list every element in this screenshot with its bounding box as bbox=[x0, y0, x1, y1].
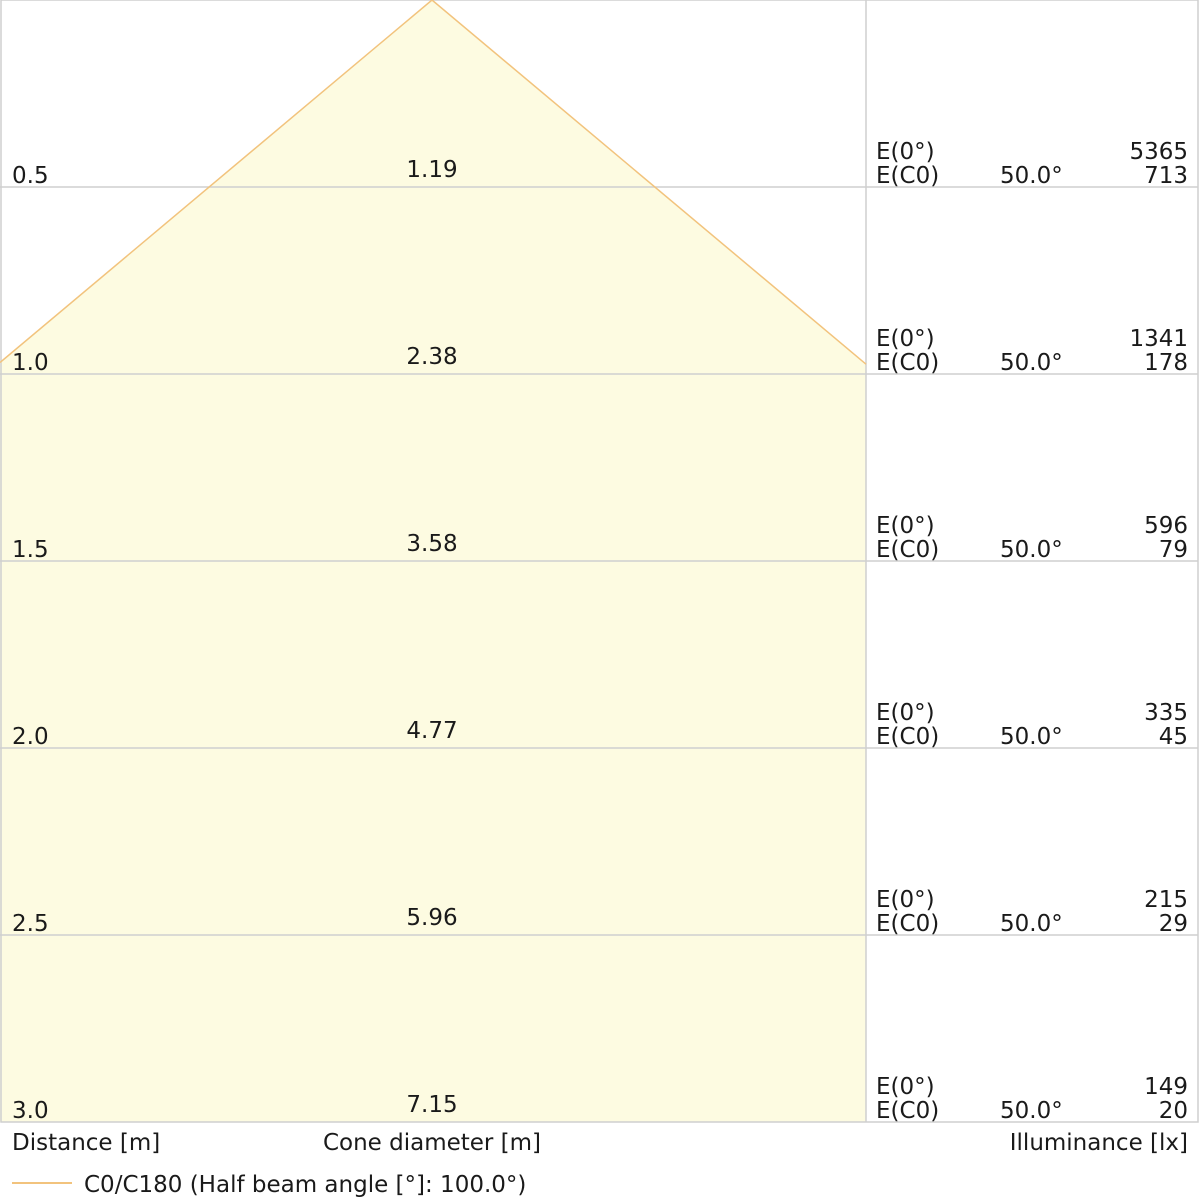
e0-label: E(0°) bbox=[876, 513, 935, 539]
e0-label: E(0°) bbox=[876, 326, 935, 352]
e0-value: 215 bbox=[1144, 887, 1188, 913]
e0-value: 596 bbox=[1144, 513, 1188, 539]
ec0-value: 29 bbox=[1159, 911, 1188, 937]
distance-axis-title: Distance [m] bbox=[12, 1130, 160, 1156]
ec0-value: 178 bbox=[1144, 350, 1188, 376]
ec0-label: E(C0) bbox=[876, 537, 939, 563]
cone-line-layer bbox=[0, 0, 867, 365]
e0-label: E(0°) bbox=[876, 139, 935, 165]
cone-diameter-label: 1.19 bbox=[406, 157, 457, 183]
angle-label: 50.0° bbox=[1000, 350, 1063, 376]
e0-value: 149 bbox=[1144, 1074, 1188, 1100]
angle-label: 50.0° bbox=[1000, 163, 1063, 189]
e0-value: 5365 bbox=[1129, 139, 1188, 165]
e0-label: E(0°) bbox=[876, 1074, 935, 1100]
angle-label: 50.0° bbox=[1000, 724, 1063, 750]
distance-label: 2.5 bbox=[12, 911, 49, 937]
ec0-label: E(C0) bbox=[876, 350, 939, 376]
ec0-value: 79 bbox=[1159, 537, 1188, 563]
cone-diameter-label: 2.38 bbox=[406, 344, 457, 370]
distance-label: 3.0 bbox=[12, 1098, 49, 1124]
cone-edge-right bbox=[431, 0, 867, 365]
angle-label: 50.0° bbox=[1000, 1098, 1063, 1124]
angle-label: 50.0° bbox=[1000, 537, 1063, 563]
e0-label: E(0°) bbox=[876, 700, 935, 726]
angle-label: 50.0° bbox=[1000, 911, 1063, 937]
cone-diameter-axis-title: Cone diameter [m] bbox=[323, 1130, 541, 1156]
illuminance-axis-title: Illuminance [lx] bbox=[1010, 1130, 1188, 1156]
cone-diameter-label: 4.77 bbox=[406, 718, 457, 744]
e0-value: 1341 bbox=[1129, 326, 1188, 352]
cone-edge-left bbox=[0, 0, 433, 364]
cone-diameter-label: 5.96 bbox=[406, 905, 457, 931]
distance-label: 1.0 bbox=[12, 350, 49, 376]
ec0-value: 713 bbox=[1144, 163, 1188, 189]
ec0-label: E(C0) bbox=[876, 911, 939, 937]
ec0-value: 45 bbox=[1159, 724, 1188, 750]
grid-layer bbox=[0, 0, 1199, 1123]
cone-diameter-label: 7.15 bbox=[406, 1092, 457, 1118]
distance-label: 2.0 bbox=[12, 724, 49, 750]
ec0-label: E(C0) bbox=[876, 1098, 939, 1124]
distance-label: 0.5 bbox=[12, 163, 49, 189]
e0-label: E(0°) bbox=[876, 887, 935, 913]
ec0-label: E(C0) bbox=[876, 724, 939, 750]
legend-label: C0/C180 (Half beam angle [°]: 100.0°) bbox=[84, 1172, 526, 1198]
ec0-value: 20 bbox=[1159, 1098, 1188, 1124]
ec0-label: E(C0) bbox=[876, 163, 939, 189]
e0-value: 335 bbox=[1144, 700, 1188, 726]
cone-diameter-label: 3.58 bbox=[406, 531, 457, 557]
distance-label: 1.5 bbox=[12, 537, 49, 563]
